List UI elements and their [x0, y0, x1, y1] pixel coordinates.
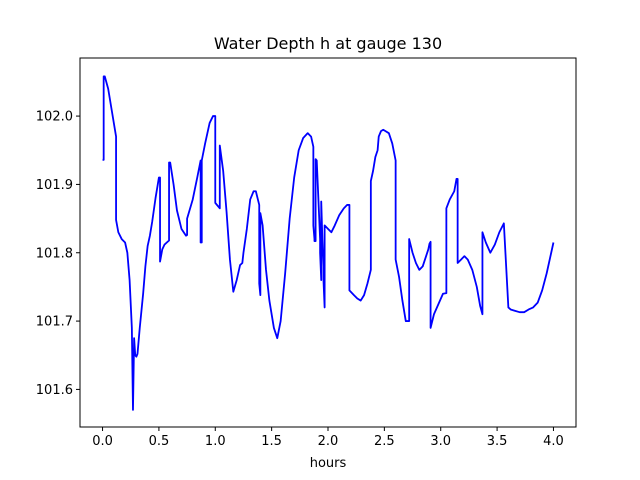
- y-tick-label: 101.9: [36, 178, 73, 193]
- x-tick-label: 2.0: [318, 434, 339, 449]
- y-tick-label: 101.8: [36, 246, 73, 261]
- plot-area: [102, 75, 555, 411]
- x-axis-label: hours: [310, 456, 347, 471]
- axes-frame: [79, 57, 577, 428]
- x-tick-label: 0.5: [149, 434, 170, 449]
- x-tick-label: 3.5: [487, 434, 508, 449]
- y-tick-label: 101.6: [36, 383, 73, 398]
- y-axis: 101.6 101.7 101.8 101.9 102.0: [36, 110, 80, 398]
- x-tick-label: 1.0: [205, 434, 226, 449]
- y-tick-label: 102.0: [36, 110, 73, 125]
- series-line-0: [102, 75, 555, 411]
- x-axis: 0.0 0.5 1.0 1.5 2.0 2.5 3.0 3.5 4.0: [92, 427, 564, 449]
- x-tick-label: 0.0: [92, 434, 113, 449]
- y-tick-label: 101.7: [36, 315, 73, 330]
- x-tick-label: 3.0: [430, 434, 451, 449]
- x-tick-label: 2.5: [374, 434, 395, 449]
- x-tick-label: 1.5: [261, 434, 282, 449]
- chart-title: Water Depth h at gauge 130: [214, 34, 442, 53]
- x-tick-label: 4.0: [543, 434, 564, 449]
